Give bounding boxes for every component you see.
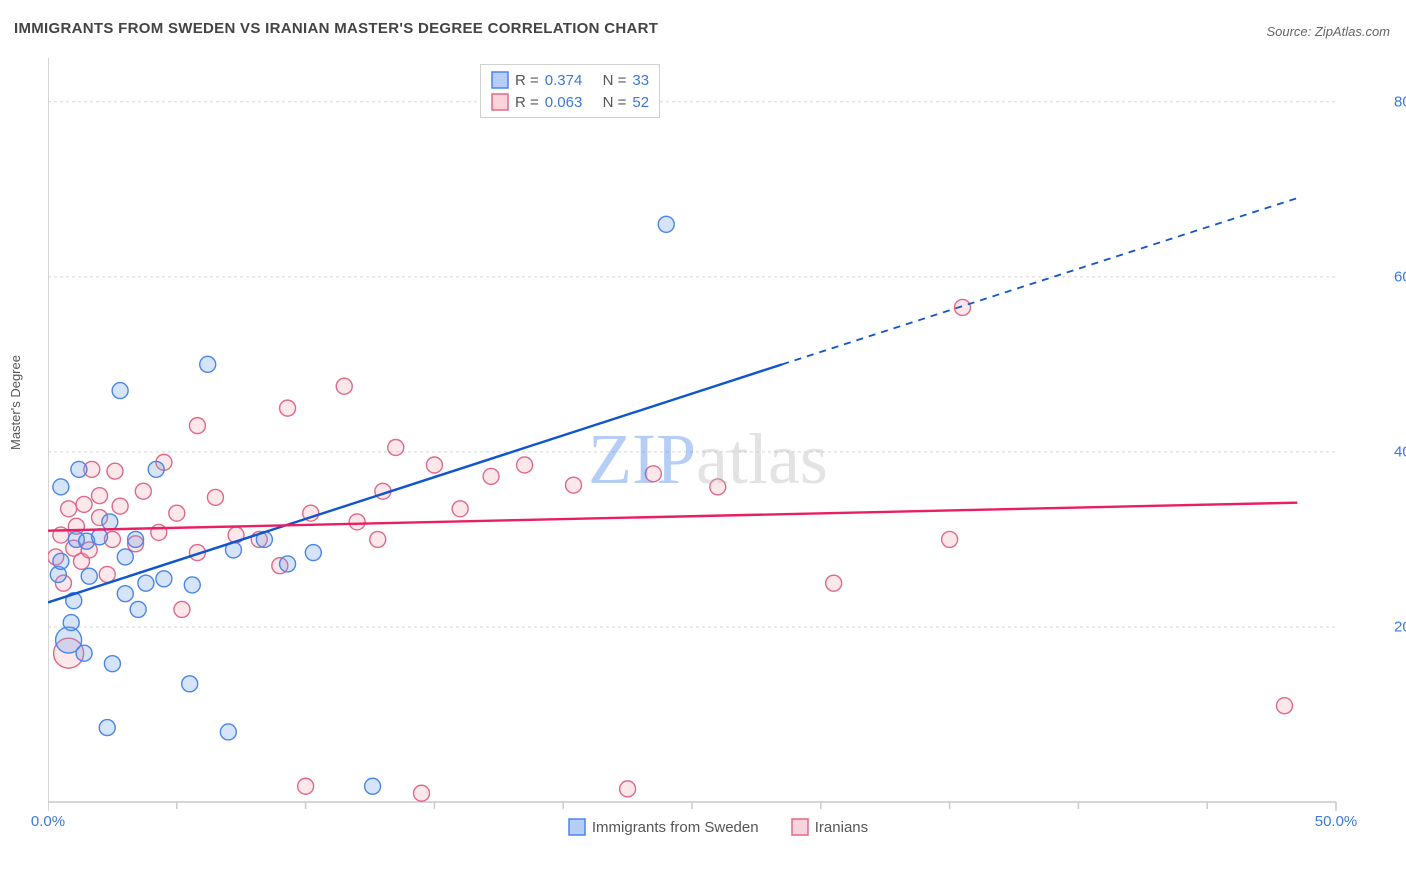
legend-value-n-0: 33	[632, 72, 649, 89]
legend-label-r: R =	[515, 72, 539, 89]
legend-value-n-1: 52	[632, 94, 649, 111]
y-tick-label: 60.0%	[1388, 268, 1406, 285]
legend-label-n: N =	[603, 72, 627, 89]
chart-title: IMMIGRANTS FROM SWEDEN VS IRANIAN MASTER…	[14, 20, 658, 37]
x-tick-label: 50.0%	[1315, 813, 1358, 830]
legend-item-1: Iranians	[791, 818, 868, 836]
legend-label-n: N =	[603, 94, 627, 111]
scatter-plot	[48, 58, 1388, 836]
series-legend: Immigrants from Sweden Iranians	[48, 818, 1388, 840]
legend-row-series-1: R = 0.063 N = 52	[491, 91, 649, 113]
y-axis-label: Master's Degree	[8, 355, 23, 450]
y-tick-label: 80.0%	[1388, 93, 1406, 110]
legend-row-series-0: R = 0.374 N = 33	[491, 69, 649, 91]
y-tick-label: 40.0%	[1388, 443, 1406, 460]
legend-item-0: Immigrants from Sweden	[568, 818, 759, 836]
legend-value-r-1: 0.063	[545, 94, 583, 111]
legend-label-r: R =	[515, 94, 539, 111]
legend-value-r-0: 0.374	[545, 72, 583, 89]
correlation-legend: R = 0.374 N = 33 R = 0.063 N = 52	[480, 64, 660, 118]
legend-item-label-1: Iranians	[815, 819, 868, 836]
legend-item-label-0: Immigrants from Sweden	[592, 819, 759, 836]
x-tick-label: 0.0%	[31, 813, 65, 830]
source-attribution: Source: ZipAtlas.com	[1266, 24, 1390, 39]
chart-area: ZIPatlas R = 0.374 N = 33 R = 0.063 N = …	[48, 58, 1388, 836]
y-tick-label: 20.0%	[1388, 618, 1406, 635]
